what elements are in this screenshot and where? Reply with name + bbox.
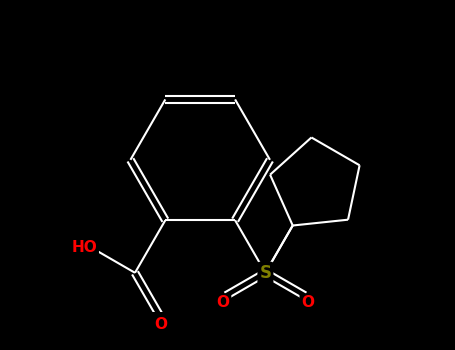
Text: O: O — [154, 317, 167, 332]
Text: O: O — [301, 295, 314, 310]
Text: HO: HO — [71, 239, 97, 254]
Text: S: S — [259, 264, 272, 282]
Text: O: O — [217, 295, 229, 310]
